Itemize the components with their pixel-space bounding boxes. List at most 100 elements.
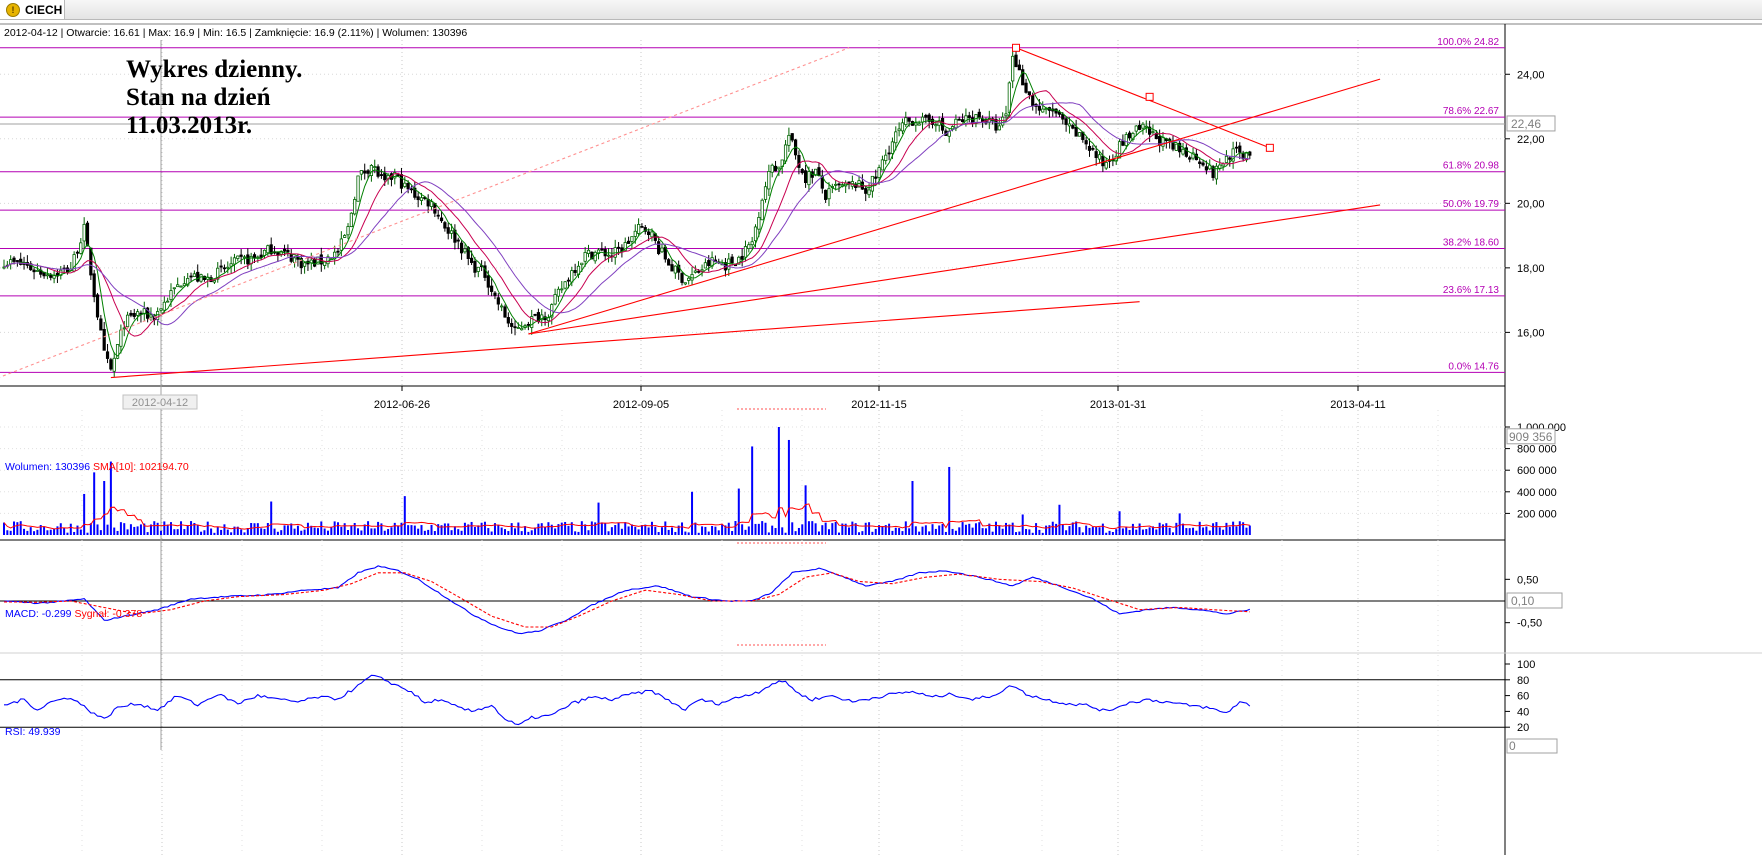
candle-body [286, 249, 290, 253]
candle [366, 169, 370, 179]
volume-bar [183, 529, 186, 535]
x-tick-label: 2012-06-26 [374, 399, 430, 411]
candle [937, 116, 941, 132]
candle-body [787, 134, 791, 146]
volume-bar [343, 523, 346, 535]
tab-ciech[interactable]: ! CIECH [0, 0, 65, 19]
candle [530, 309, 534, 335]
candle-body [343, 235, 347, 238]
volume-bar [657, 532, 660, 535]
candle-body [1011, 55, 1015, 82]
candle-body [1004, 113, 1008, 117]
volume-bar [6, 530, 9, 535]
volume-bar [116, 530, 119, 535]
candle-body [156, 311, 160, 320]
candle [793, 138, 798, 160]
volume-bar [463, 522, 466, 535]
volume-bar [1065, 530, 1068, 535]
candle [727, 252, 731, 276]
volume-bar [1015, 532, 1018, 535]
candle [79, 238, 83, 255]
candle [904, 111, 908, 128]
volume-bar [83, 493, 86, 535]
candle [336, 248, 340, 257]
volume-bar [1175, 522, 1178, 535]
candle-body [650, 231, 654, 238]
candle-body [229, 263, 233, 267]
candle-body [1041, 108, 1045, 113]
candle [146, 306, 150, 323]
candle [880, 155, 885, 171]
volume-bar [143, 523, 146, 535]
volume-bar [243, 532, 246, 535]
volume-bar [323, 528, 326, 535]
volume-bar [266, 523, 269, 535]
volume-bar [534, 527, 537, 535]
candle [1244, 152, 1249, 163]
volume-bar [948, 466, 951, 535]
candle-body [900, 122, 905, 132]
candle [279, 250, 283, 257]
trendline-handle [1145, 92, 1154, 101]
volume-bar [647, 527, 650, 535]
volume-bar [831, 523, 834, 535]
volume-bar [500, 527, 503, 535]
macd-current-label: 0,10 [1511, 594, 1535, 608]
volume-bar [1168, 527, 1171, 535]
candle [680, 272, 684, 286]
volume-bar [697, 532, 700, 535]
volume-bar [908, 528, 911, 535]
candle-body [1094, 151, 1098, 158]
volume-bar [146, 532, 149, 535]
candle-body [917, 123, 921, 126]
candle-body [1201, 162, 1205, 166]
candle-body [142, 308, 146, 315]
candle [1228, 155, 1232, 167]
candle-body [827, 188, 831, 200]
rsi-tick-label: 80 [1517, 675, 1529, 687]
volume-bar [577, 531, 580, 535]
volume-bar [357, 528, 360, 535]
volume-bar [56, 526, 59, 535]
volume-bar [544, 526, 547, 535]
volume-bar [49, 529, 52, 535]
candle-body [189, 275, 193, 278]
candle [683, 282, 687, 286]
candle [490, 278, 494, 297]
candle-body [1044, 108, 1048, 111]
macd-current-box [1506, 592, 1563, 609]
volume-bar [614, 525, 617, 535]
candle-body [456, 239, 460, 242]
candle-body [65, 267, 70, 273]
volume-bar [781, 527, 784, 535]
candle [773, 160, 778, 172]
volume-bar [984, 528, 987, 535]
volume-bar [1031, 532, 1034, 535]
candle [473, 257, 477, 278]
candle-body [1191, 152, 1195, 159]
fib-level-label: 38.2% 18.60 [1443, 237, 1500, 248]
candle-body [393, 172, 397, 179]
volume-legend: Wolumen: 130396 SMA[10]: 102194.70 [5, 461, 189, 473]
volume-bar [547, 522, 550, 535]
candle [810, 168, 814, 184]
volume-bar [1111, 531, 1114, 535]
candle-body [570, 270, 574, 283]
candle-body [697, 270, 701, 273]
candle-body [1001, 116, 1005, 126]
candle [677, 260, 681, 280]
candle [443, 220, 447, 232]
candle-body [1117, 141, 1122, 159]
candle [453, 224, 457, 250]
candle [1181, 143, 1185, 156]
candle-body [904, 117, 908, 125]
volume-bar [310, 525, 313, 535]
volume-bar [1085, 525, 1088, 535]
volume-bar [490, 531, 493, 535]
candle [199, 273, 203, 283]
volume-bar [437, 524, 440, 535]
candle [610, 248, 614, 262]
candle-body [960, 119, 965, 123]
ohlc-info-bar: 2012-04-12 | Otwarcie: 16.61 | Max: 16.9… [4, 27, 468, 39]
